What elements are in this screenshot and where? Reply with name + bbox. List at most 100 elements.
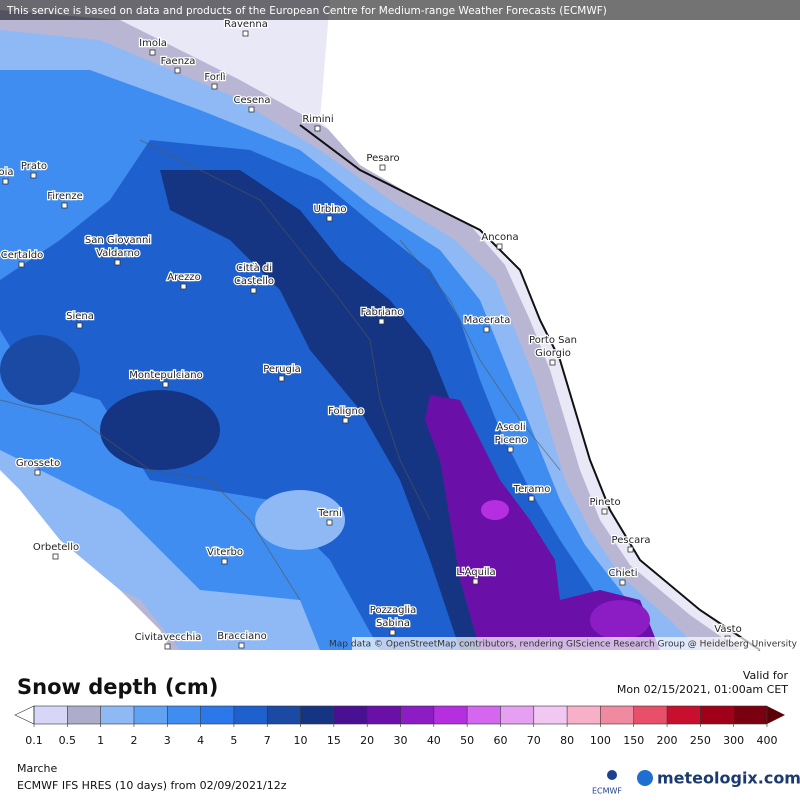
model: ECMWF IFS HRES (10 days) from 02/09/2021… [17, 779, 287, 792]
tick-label: 4 [197, 734, 204, 747]
city-label: Faenza [161, 56, 196, 67]
city-label: San Giovanni [85, 235, 151, 246]
city-label: Certaldo [1, 250, 44, 261]
city-label: Montepulciano [129, 370, 202, 381]
colorbar-segment [100, 706, 134, 724]
tick-label: 7 [264, 734, 271, 747]
colorbar-segment [467, 706, 501, 724]
brand: meteologix.com [657, 769, 800, 788]
colorbar-segment [333, 706, 368, 724]
colorbar-segment [400, 706, 434, 724]
city-label: Siena [66, 311, 94, 322]
city-marker [242, 30, 249, 37]
city-label: Porto San [529, 335, 577, 346]
city-label: Orbetello [33, 542, 79, 553]
city-label: Giorgio [535, 348, 571, 359]
city-marker [238, 642, 245, 649]
city-marker [278, 375, 285, 382]
tick-label: 2 [130, 734, 137, 747]
colorbar-segment [267, 706, 301, 724]
tick-label: 50 [460, 734, 474, 747]
tick-label: 10 [294, 734, 308, 747]
tick-label: 300 [723, 734, 744, 747]
colorbar-segment [633, 706, 668, 724]
city-marker [483, 326, 490, 333]
city-marker [528, 495, 535, 502]
city-label: Pineto [589, 497, 620, 508]
legend-title: Snow depth (cm) [17, 675, 218, 699]
colorbar-segment [533, 706, 568, 724]
colorbar-segment [433, 706, 468, 724]
city-label: Firenze [47, 191, 83, 202]
tick-label: 0.5 [59, 734, 77, 747]
notice: This service is based on data and produc… [6, 5, 607, 17]
colorbar-segment [167, 706, 201, 724]
map: This service is based on data and produc… [0, 0, 800, 651]
colorbar-segment [34, 706, 68, 724]
city-marker [211, 83, 218, 90]
city-label: Prato [21, 161, 47, 172]
city-label: Valdarno [96, 248, 140, 259]
valid-label: Valid for [743, 669, 789, 682]
city-marker [61, 202, 68, 209]
city-label: Arezzo [167, 272, 201, 283]
city-label: Pescara [612, 535, 651, 546]
colorbar-low [14, 705, 35, 725]
tick-label: 30 [394, 734, 408, 747]
city-marker [378, 318, 385, 325]
tick-label: 3 [164, 734, 171, 747]
city-label: Viterbo [207, 547, 243, 558]
colorbar-segment [67, 706, 101, 724]
city-marker [248, 106, 255, 113]
tick-label: 70 [527, 734, 541, 747]
city-label: Imola [139, 38, 167, 49]
city-label: Castello [234, 276, 274, 287]
tick-label: 250 [690, 734, 711, 747]
city-label: Foligno [328, 406, 364, 417]
colorbar-segment [600, 706, 634, 724]
city-marker [326, 215, 333, 222]
tick-label: 0.1 [25, 734, 43, 747]
city-label: Urbino [313, 204, 346, 215]
city-label: Terni [317, 508, 342, 519]
city-marker [326, 519, 333, 526]
city-label: Teramo [513, 484, 551, 495]
colorbar-segment [367, 706, 401, 724]
city-marker [250, 287, 257, 294]
city-marker [342, 417, 349, 424]
city-label: Grosseto [16, 458, 60, 469]
city-label: Fabriano [361, 307, 404, 318]
city-label: Vasto [714, 624, 741, 635]
tick-label: 15 [327, 734, 341, 747]
city-label: Forlì [204, 71, 225, 83]
city-label: Ravenna [224, 19, 268, 30]
attribution: Map data © OpenStreetMap contributors, r… [329, 640, 798, 650]
tick-label: 400 [757, 734, 778, 747]
city-label: Chieti [609, 568, 638, 579]
city-label: Civitavecchia [135, 632, 202, 643]
city-marker [472, 578, 479, 585]
city-label: Bracciano [217, 631, 266, 642]
city-marker [30, 172, 37, 179]
valid-time: Mon 02/15/2021, 01:00am CET [617, 683, 788, 696]
city-marker [162, 381, 169, 388]
tick-label: 40 [427, 734, 441, 747]
region: Marche [17, 762, 58, 775]
city-marker [18, 261, 25, 268]
ecmwf-logo: ECMWF [592, 787, 622, 796]
tick-label: 200 [657, 734, 678, 747]
colorbar-segment [133, 706, 168, 724]
city-label: Sabina [376, 618, 410, 629]
city-marker [619, 579, 626, 586]
city-marker [2, 178, 9, 185]
city-marker [496, 243, 503, 250]
city-label: Piceno [495, 435, 528, 446]
tick-label: 5 [230, 734, 237, 747]
city-marker [314, 125, 321, 132]
city-marker [149, 49, 156, 56]
city-marker [379, 164, 386, 171]
colorbar-segment [300, 706, 334, 724]
colorbar-segment [233, 706, 268, 724]
city-label: L'Aquila [456, 567, 495, 578]
